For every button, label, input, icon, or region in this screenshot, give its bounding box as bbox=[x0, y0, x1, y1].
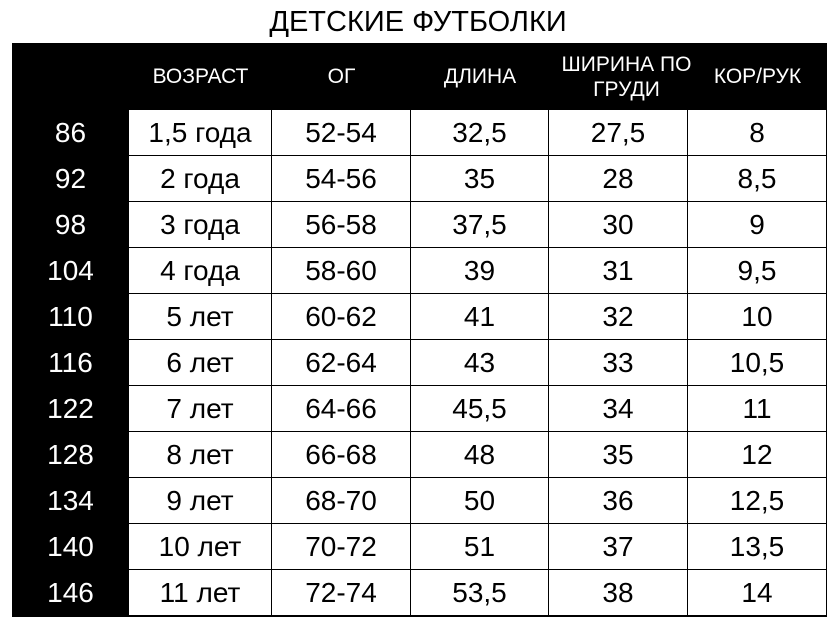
column-header-chest-girth: ОГ bbox=[327, 65, 356, 88]
table-cell-chest-width: 32 bbox=[549, 294, 688, 340]
table-cell-age: 6 лет bbox=[129, 340, 272, 386]
table-cell-chest-width: 35 bbox=[549, 432, 688, 478]
table-cell-chest-width: 34 bbox=[549, 386, 688, 432]
row-size-label: 92 bbox=[54, 163, 87, 194]
table-cell-length: 50 bbox=[411, 478, 549, 524]
table-cell-sleeve-length: 9,5 bbox=[688, 248, 827, 294]
table-cell-chest-girth: 54-56 bbox=[272, 156, 411, 202]
page-title: ДЕТСКИЕ ФУТБОЛКИ bbox=[269, 6, 567, 38]
table-cell-age: 4 года bbox=[129, 248, 272, 294]
column-header-sleeve-length: КОР/РУК bbox=[713, 65, 802, 88]
table-cell-age: 10 лет bbox=[129, 524, 272, 570]
table-cell-length: 43 bbox=[411, 340, 549, 386]
table-cell-chest-girth: 66-68 bbox=[272, 432, 411, 478]
row-size-label: 134 bbox=[47, 485, 94, 516]
table-cell-length: 45,5 bbox=[411, 386, 549, 432]
table-cell-chest-width: 33 bbox=[549, 340, 688, 386]
table-cell-length: 53,5 bbox=[411, 570, 549, 616]
size-table: ВОЗРАСТ ОГ ДЛИНА ШИРИНА ПО ГРУДИ КОР/РУК 86 1,… bbox=[12, 43, 827, 617]
table-cell-sleeve-length: 10 bbox=[688, 294, 827, 340]
row-size-label: 98 bbox=[54, 209, 87, 240]
column-header-chest-width: ШИРИНА ПО ГРУДИ bbox=[561, 52, 692, 101]
table-cell-chest-width: 27,5 bbox=[549, 110, 688, 156]
table-cell-chest-width: 31 bbox=[549, 248, 688, 294]
table-cell-sleeve-length: 8 bbox=[688, 110, 827, 156]
table-cell-chest-girth: 64-66 bbox=[272, 386, 411, 432]
table-cell-chest-girth: 60-62 bbox=[272, 294, 411, 340]
table-cell-length: 51 bbox=[411, 524, 549, 570]
table-cell-sleeve-length: 14 bbox=[688, 570, 827, 616]
table-cell-age: 3 года bbox=[129, 202, 272, 248]
row-size-label: 146 bbox=[47, 577, 94, 608]
row-size-label: 128 bbox=[47, 439, 94, 470]
table-cell-chest-girth: 52-54 bbox=[272, 110, 411, 156]
table-cell-age: 7 лет bbox=[129, 386, 272, 432]
table-cell-age: 8 лет bbox=[129, 432, 272, 478]
row-size-label: 104 bbox=[47, 255, 94, 286]
row-size-label: 110 bbox=[48, 301, 93, 332]
table-cell-sleeve-length: 12,5 bbox=[688, 478, 827, 524]
table-cell-chest-girth: 62-64 bbox=[272, 340, 411, 386]
table-cell-chest-width: 37 bbox=[549, 524, 688, 570]
table-cell-age: 9 лет bbox=[129, 478, 272, 524]
table-cell-chest-girth: 70-72 bbox=[272, 524, 411, 570]
table-cell-age: 11 лет bbox=[129, 570, 272, 616]
table-cell-age: 5 лет bbox=[129, 294, 272, 340]
table-cell-length: 37,5 bbox=[411, 202, 549, 248]
table-cell-age: 1,5 года bbox=[129, 110, 272, 156]
table-cell-length: 35 bbox=[411, 156, 549, 202]
table-cell-chest-width: 28 bbox=[549, 156, 688, 202]
table-cell-chest-girth: 56-58 bbox=[272, 202, 411, 248]
table-cell-chest-width: 30 bbox=[549, 202, 688, 248]
table-cell-length: 39 bbox=[411, 248, 549, 294]
table-cell-chest-girth: 68-70 bbox=[272, 478, 411, 524]
table-cell-sleeve-length: 9 bbox=[688, 202, 827, 248]
table-cell-sleeve-length: 13,5 bbox=[688, 524, 827, 570]
column-header-length: ДЛИНА bbox=[443, 65, 517, 88]
table-cell-age: 2 года bbox=[129, 156, 272, 202]
table-cell-chest-width: 36 bbox=[549, 478, 688, 524]
table-cell-length: 48 bbox=[411, 432, 549, 478]
table-cell-sleeve-length: 11 bbox=[688, 386, 827, 432]
column-header-age: ВОЗРАСТ bbox=[152, 65, 249, 88]
row-size-label: 116 bbox=[48, 347, 93, 378]
table-cell-chest-girth: 72-74 bbox=[272, 570, 411, 616]
table-cell-chest-girth: 58-60 bbox=[272, 248, 411, 294]
table-cell-sleeve-length: 10,5 bbox=[688, 340, 827, 386]
table-cell-length: 41 bbox=[411, 294, 549, 340]
table-cell-sleeve-length: 8,5 bbox=[688, 156, 827, 202]
row-size-label: 140 bbox=[47, 531, 94, 562]
table-cell-sleeve-length: 12 bbox=[688, 432, 827, 478]
table-cell-length: 32,5 bbox=[411, 110, 549, 156]
row-size-label: 122 bbox=[47, 393, 94, 424]
table-cell-chest-width: 38 bbox=[549, 570, 688, 616]
row-size-label: 86 bbox=[54, 117, 87, 148]
